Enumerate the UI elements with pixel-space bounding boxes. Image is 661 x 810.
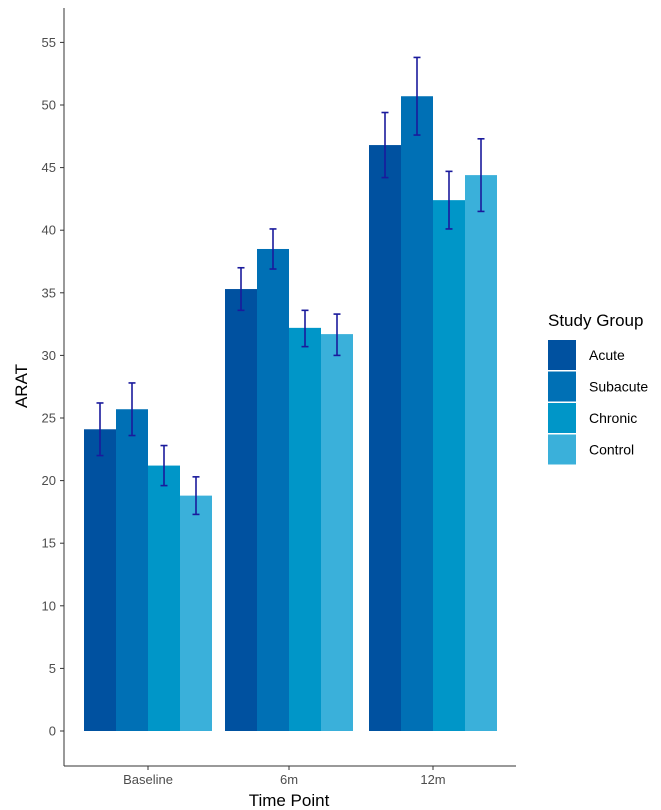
x-tick-label: 12m	[420, 772, 445, 787]
bars-layer	[84, 96, 497, 732]
bar	[369, 145, 401, 732]
bar	[180, 495, 212, 731]
bar	[225, 289, 257, 731]
legend-items: Acute Subacute Chronic Control	[548, 340, 648, 465]
bar	[257, 248, 289, 732]
legend-label: Subacute	[589, 379, 648, 395]
y-tick-label: 20	[42, 473, 56, 488]
legend-label: Acute	[589, 347, 625, 363]
y-tick-label: 35	[42, 285, 56, 300]
bar	[401, 96, 433, 731]
y-tick-label: 5	[49, 661, 56, 676]
bar	[148, 465, 180, 731]
y-axis-title: ARAT	[12, 364, 31, 408]
x-tick-label: 6m	[280, 772, 298, 787]
legend-swatch	[548, 434, 576, 465]
legend: Study Group Acute Subacute Chronic Control	[548, 311, 648, 465]
bar	[321, 334, 353, 731]
y-tick-label: 30	[42, 348, 56, 363]
legend-label: Control	[589, 442, 634, 458]
y-tick-label: 0	[49, 724, 56, 739]
y-tick-label: 45	[42, 160, 56, 175]
x-axis-title: Time Point	[249, 791, 330, 810]
y-tick-label: 25	[42, 411, 56, 426]
bar	[84, 429, 116, 731]
y-tick-label: 50	[42, 98, 56, 113]
y-tick-label: 40	[42, 223, 56, 238]
x-axis-ticks: Baseline 6m 12m	[123, 766, 446, 787]
y-tick-label: 55	[42, 35, 56, 50]
y-tick-label: 10	[42, 598, 56, 613]
legend-swatch	[548, 371, 576, 402]
bar	[465, 175, 497, 731]
bar	[433, 200, 465, 732]
error-bars-layer	[96, 56, 485, 516]
legend-swatch	[548, 340, 576, 370]
bar	[289, 327, 321, 731]
legend-label: Chronic	[589, 410, 637, 426]
legend-swatch	[548, 403, 576, 433]
legend-title: Study Group	[548, 311, 643, 330]
x-tick-label: Baseline	[123, 772, 173, 787]
axes-layer	[63, 8, 516, 767]
y-axis-ticks: 0 5 10 15 20 25 30 35 40 45 50 55	[42, 35, 64, 739]
bar	[116, 409, 148, 731]
y-tick-label: 15	[42, 536, 56, 551]
